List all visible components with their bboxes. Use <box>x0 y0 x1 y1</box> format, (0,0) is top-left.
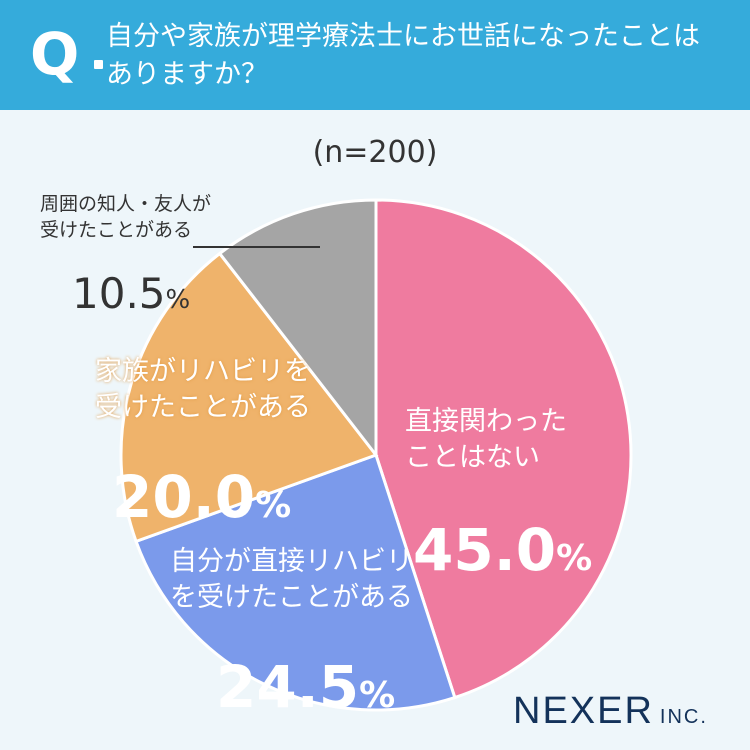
value-number: 20.0 <box>112 463 256 531</box>
slice-value-not-involved: 45.0% <box>413 448 592 584</box>
question-header: Q 自分や家族が理学療法士にお世話になったことは ありますか？ <box>0 0 750 110</box>
slice-label-acquaintance: 周囲の知人・友人が 受けたことがある <box>40 165 280 269</box>
logo-main: NEXER <box>513 690 654 732</box>
slice-label-self-rehab: 自分が直接リハビリ を受けたことがある <box>170 508 450 652</box>
logo-sub: INC. <box>659 706 708 728</box>
pie-slice-self-rehab <box>134 453 457 712</box>
percent-sign: % <box>359 675 396 716</box>
slice-label-text: 家族がリハビリを 受けたことがある <box>95 356 311 423</box>
slice-label-text: 自分が直接リハビリ を受けたことがある <box>170 546 413 613</box>
slice-label-text: 直接関わった ことはない <box>405 406 567 473</box>
pie-slice-family-rehab <box>119 251 379 544</box>
slice-value-family-rehab: 20.0% <box>112 395 291 531</box>
value-number: 10.5 <box>72 269 166 318</box>
value-number: 45.0 <box>413 516 557 584</box>
percent-sign: % <box>255 485 292 526</box>
nexer-logo: NEXER INC. <box>513 690 708 733</box>
pie-slice-not-involved <box>374 198 633 700</box>
slice-value-acquaintance: 10.5% <box>72 220 190 318</box>
q-dot <box>94 60 103 69</box>
sample-size-label: (n=200) <box>312 135 438 170</box>
percent-sign: % <box>556 538 593 579</box>
slice-value-self-rehab: 24.5% <box>216 585 395 721</box>
slice-label-text: 周囲の知人・友人が 受けたことがある <box>40 193 212 241</box>
slice-label-family-rehab: 家族がリハビリを 受けたことがある <box>95 318 355 462</box>
value-number: 24.5 <box>216 653 360 721</box>
q-mark: Q <box>30 20 80 88</box>
slice-label-not-involved: 直接関わった ことはない <box>405 368 605 512</box>
question-text: 自分や家族が理学療法士にお世話になったことは ありますか？ <box>106 21 700 90</box>
percent-sign: % <box>165 285 191 315</box>
